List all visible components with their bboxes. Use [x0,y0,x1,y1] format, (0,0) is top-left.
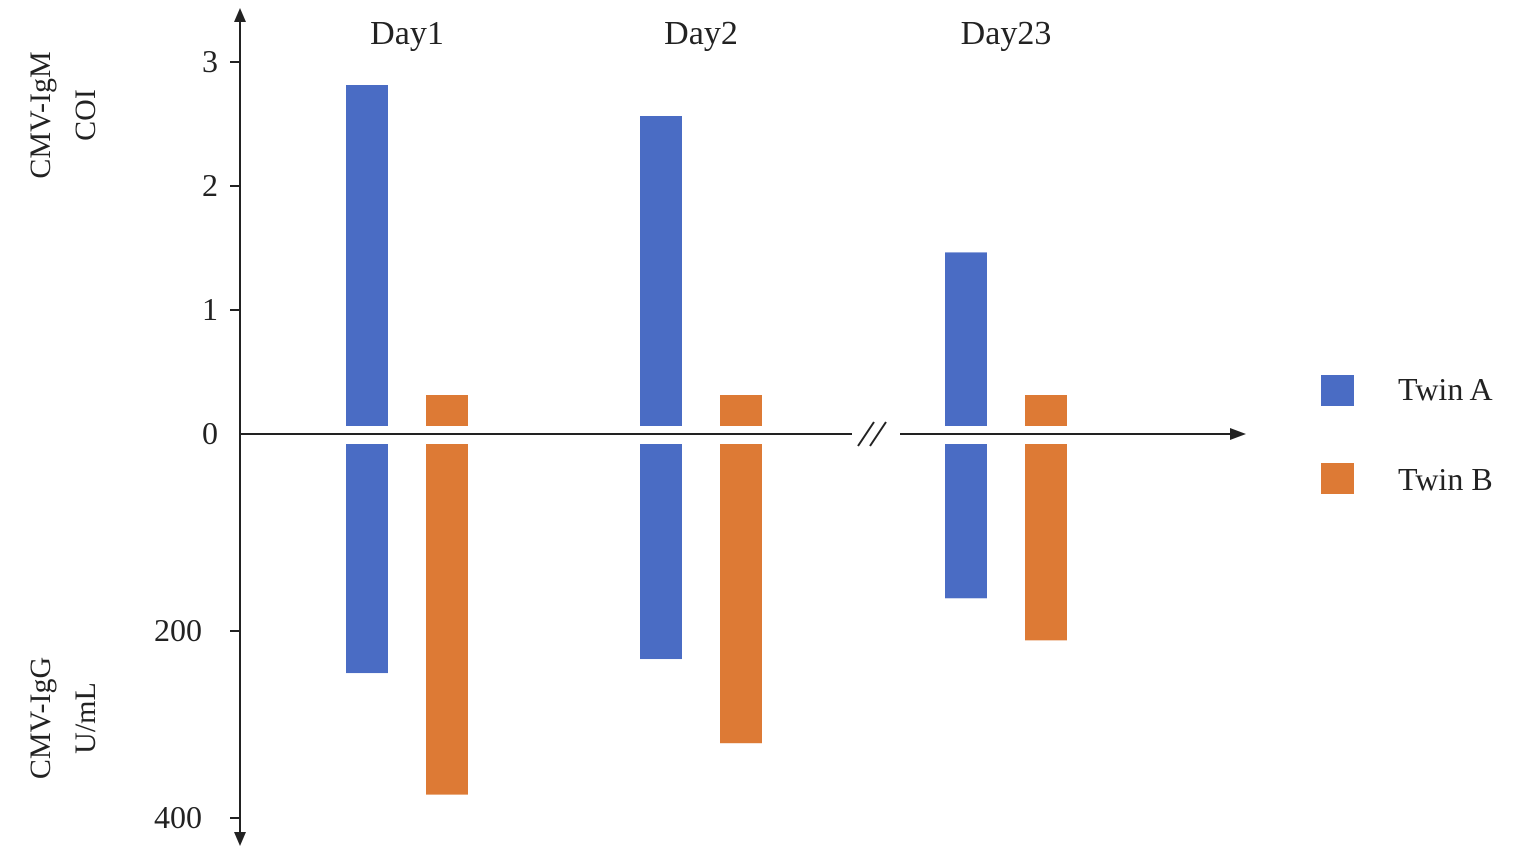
bar-igg-twin-b-day2 [720,444,762,744]
category-labels: Day1 Day2 Day23 [370,15,1051,52]
bar-igm-twin-a-day2 [640,116,682,426]
y-tick-label-upper: 0 [202,415,218,451]
y-axis-arrow-up [234,8,246,22]
x-axis-arrow [1230,428,1246,440]
legend-swatch-twin-b [1321,463,1354,494]
bar-igg-twin-b-day23 [1025,444,1067,641]
bar-igm-twin-a-day23 [945,252,987,426]
legend-swatch-twin-a [1321,375,1354,406]
y-tick-label-lower: 400 [154,799,202,835]
bar-igg-twin-a-day1 [346,444,388,674]
y-ticks: 3 2 1 0 200 400 [154,43,240,835]
y-tick-label-upper: 2 [202,167,218,203]
bar-igm-twin-a-day1 [346,85,388,426]
bar-igg-twin-b-day1 [426,444,468,795]
legend-label-twin-b: Twin B [1398,461,1493,497]
legend-label-twin-a: Twin A [1398,371,1493,407]
y-tick-label-lower: 200 [154,612,202,648]
bar-igm-twin-b-day23 [1025,395,1067,426]
upper-ylabel-line1: CMV-IgM [24,51,57,178]
y-axis-arrow-down [234,832,246,846]
bars [346,85,1067,795]
y-tick-label-upper: 3 [202,43,218,79]
upper-ylabel-line2: COI [69,89,102,141]
category-label-day1: Day1 [370,15,444,52]
bar-igg-twin-a-day23 [945,444,987,599]
y-tick-label-upper: 1 [202,291,218,327]
lower-ylabel-line1: CMV-IgG [24,657,57,779]
axis-break-marker [857,421,887,447]
lower-ylabel-line2: U/mL [69,682,102,754]
category-label-day23: Day23 [961,15,1052,52]
bar-igm-twin-b-day2 [720,395,762,426]
bar-igm-twin-b-day1 [426,395,468,426]
category-label-day2: Day2 [664,15,738,52]
legend: Twin A Twin B [1321,371,1493,497]
bar-igg-twin-a-day2 [640,444,682,660]
